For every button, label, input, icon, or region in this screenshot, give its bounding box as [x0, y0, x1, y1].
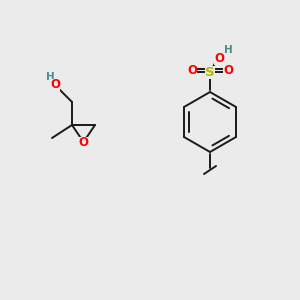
- Text: O: O: [50, 79, 60, 92]
- Text: O: O: [187, 64, 197, 77]
- Text: S: S: [205, 65, 215, 79]
- Text: O: O: [79, 136, 88, 149]
- Text: O: O: [223, 64, 233, 77]
- Text: H: H: [224, 45, 232, 55]
- Text: O: O: [214, 52, 224, 64]
- Text: H: H: [46, 72, 54, 82]
